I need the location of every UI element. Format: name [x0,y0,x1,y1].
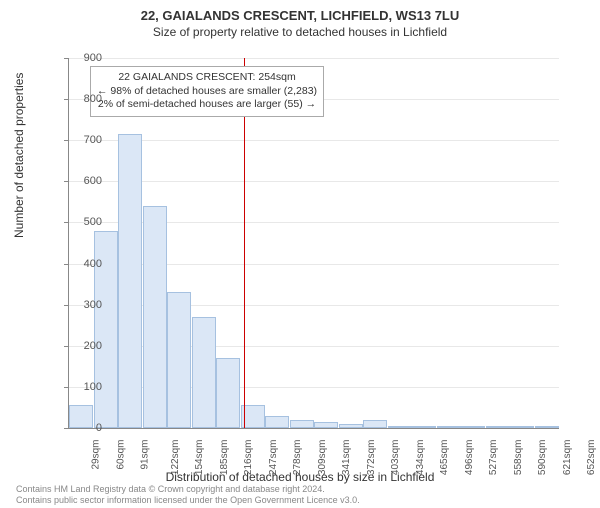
y-tick [64,346,69,347]
y-tick-label: 0 [72,422,102,434]
y-axis-label: Number of detached properties [12,73,26,238]
page-title: 22, GAIALANDS CRESCENT, LICHFIELD, WS13 … [0,8,600,23]
x-tick-label: 91sqm [140,440,151,470]
annotation-line-2: ← 98% of detached houses are smaller (2,… [97,85,317,99]
x-tick-label: 465sqm [439,440,450,476]
x-tick-label: 154sqm [194,440,205,476]
histogram-bar [118,134,142,428]
y-tick-label: 400 [72,258,102,270]
x-tick-label: 496sqm [464,440,475,476]
histogram-bar [388,426,412,428]
histogram-bar [535,426,559,428]
histogram-bar [167,292,191,428]
x-tick-label: 590sqm [537,440,548,476]
annotation-line-1: 22 GAIALANDS CRESCENT: 254sqm [97,71,317,85]
x-tick-label: 434sqm [415,440,426,476]
x-tick-label: 247sqm [268,440,279,476]
x-tick-label: 403sqm [390,440,401,476]
x-tick-label: 278sqm [292,440,303,476]
gridline [69,181,559,182]
y-tick [64,181,69,182]
y-tick [64,140,69,141]
gridline [69,140,559,141]
histogram-bar [412,426,436,428]
histogram-bar [437,426,461,428]
histogram-bar [510,426,534,428]
x-tick-label: 621sqm [562,440,573,476]
x-tick-label: 309sqm [317,440,328,476]
histogram-bar [290,420,314,428]
y-tick-label: 100 [72,381,102,393]
histogram-bar [486,426,510,428]
y-tick [64,222,69,223]
attribution-line-2: Contains public sector information licen… [16,495,360,506]
y-tick [64,387,69,388]
histogram-bar [314,422,338,428]
histogram-bar [192,317,216,428]
histogram-bar [339,424,363,428]
y-tick [64,99,69,100]
histogram-bar [216,358,240,428]
y-tick [64,305,69,306]
histogram-bar [461,426,485,428]
y-tick-label: 800 [72,93,102,105]
y-tick-label: 700 [72,134,102,146]
x-tick-label: 122sqm [170,440,181,476]
y-tick-label: 900 [72,52,102,64]
x-tick-label: 372sqm [366,440,377,476]
annotation-line-3: 2% of semi-detached houses are larger (5… [97,98,317,112]
histogram-bar [265,416,289,428]
attribution-line-1: Contains HM Land Registry data © Crown c… [16,484,360,495]
x-tick-label: 60sqm [115,440,126,470]
histogram-bar [363,420,387,428]
y-tick-label: 600 [72,175,102,187]
annotation-box: 22 GAIALANDS CRESCENT: 254sqm ← 98% of d… [90,66,324,117]
x-tick-label: 341sqm [341,440,352,476]
gridline [69,58,559,59]
x-tick-label: 652sqm [586,440,597,476]
y-tick [64,264,69,265]
y-tick [64,58,69,59]
x-tick-label: 185sqm [219,440,230,476]
x-tick-label: 558sqm [513,440,524,476]
page-subtitle: Size of property relative to detached ho… [0,25,600,39]
x-tick-label: 216sqm [243,440,254,476]
x-tick-label: 29sqm [91,440,102,470]
y-tick-label: 300 [72,299,102,311]
y-tick-label: 500 [72,216,102,228]
attribution-text: Contains HM Land Registry data © Crown c… [16,484,360,506]
x-tick-label: 527sqm [488,440,499,476]
y-tick-label: 200 [72,340,102,352]
y-tick [64,428,69,429]
histogram-bar [143,206,167,428]
